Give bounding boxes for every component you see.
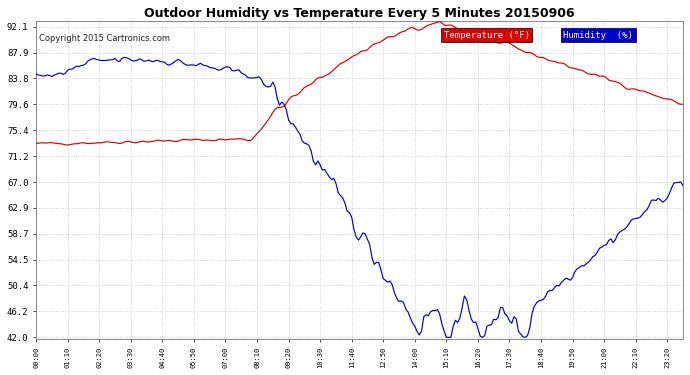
Title: Outdoor Humidity vs Temperature Every 5 Minutes 20150906: Outdoor Humidity vs Temperature Every 5 … [144, 7, 575, 20]
Text: Temperature (°F): Temperature (°F) [444, 31, 530, 40]
Text: Copyright 2015 Cartronics.com: Copyright 2015 Cartronics.com [39, 34, 170, 43]
Text: Humidity  (%): Humidity (%) [563, 31, 633, 40]
